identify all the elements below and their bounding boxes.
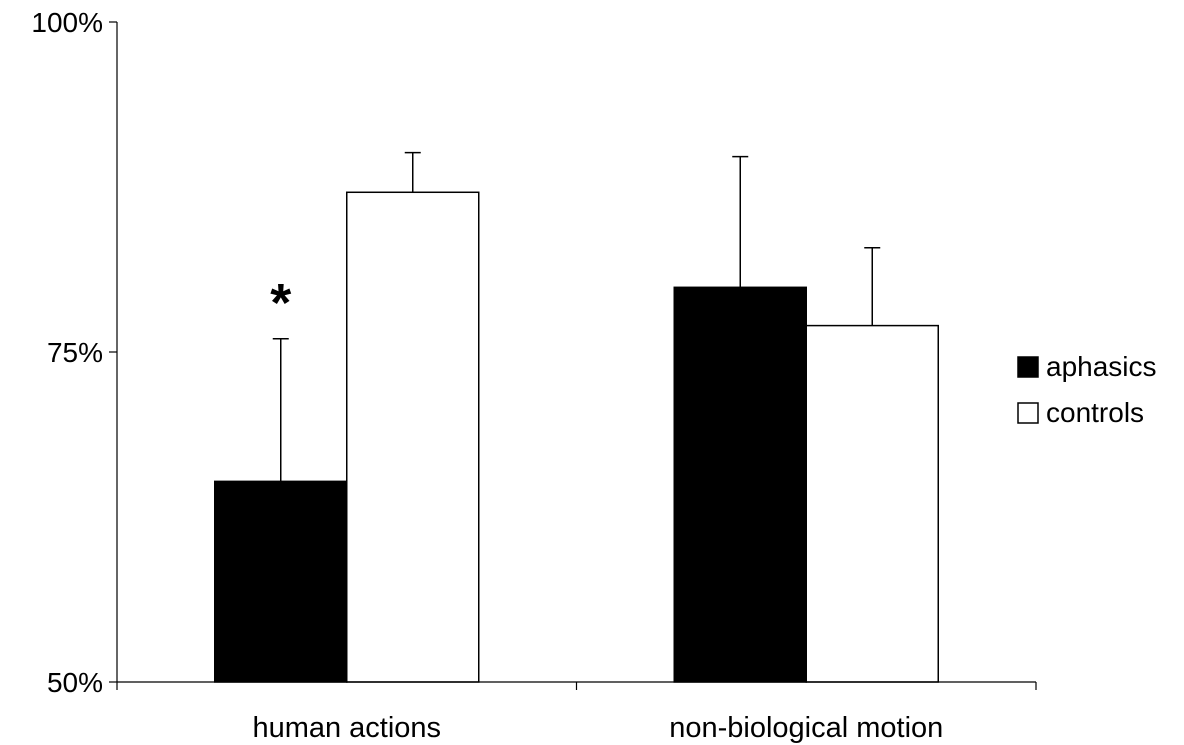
legend: aphasics controls bbox=[1017, 351, 1157, 428]
legend-swatch-controls bbox=[1017, 402, 1039, 424]
y-tick-label-2: 100% bbox=[31, 7, 103, 38]
legend-label-controls: controls bbox=[1046, 397, 1144, 428]
y-tick-label-1: 75% bbox=[47, 337, 103, 368]
bar-controls-0 bbox=[346, 191, 480, 683]
significance-annotation-0: * bbox=[270, 273, 291, 333]
labels-layer: human actions non-biological motion 50% 75%… bbox=[31, 7, 943, 744]
legend-label-aphasics: aphasics bbox=[1046, 351, 1157, 382]
x-tick-label-0: human actions bbox=[252, 712, 441, 744]
bar-aphasics-1 bbox=[673, 286, 807, 683]
axes-layer bbox=[109, 21, 1037, 690]
x-tick-label-1: non-biological motion bbox=[669, 712, 943, 744]
bar-aphasics-0 bbox=[214, 480, 348, 683]
legend-swatch-aphasics bbox=[1017, 356, 1039, 378]
error-bars-layer bbox=[272, 151, 881, 482]
bar-controls-1 bbox=[805, 324, 939, 683]
y-tick-label-0: 50% bbox=[47, 667, 103, 698]
bars-layer bbox=[214, 191, 939, 683]
